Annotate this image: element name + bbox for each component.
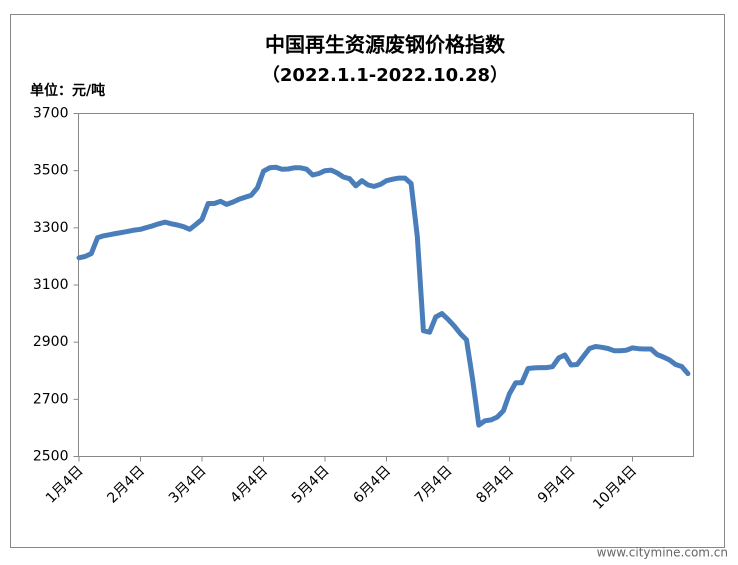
y-tick-label: 2900 — [33, 334, 69, 350]
y-axis-label: 单位：元/吨 — [30, 82, 105, 99]
chart-subtitle: （2022.1.1-2022.10.28） — [262, 65, 508, 86]
y-tick-label: 3700 — [33, 106, 69, 122]
watermark: www.citymine.com.cn — [597, 546, 728, 560]
y-tick-label: 3100 — [33, 277, 69, 293]
y-tick-label: 3500 — [33, 163, 69, 179]
y-tick-label: 2500 — [33, 449, 69, 465]
chart-border — [10, 14, 725, 548]
y-tick-label: 2700 — [33, 391, 69, 407]
chart-title: 中国再生资源废钢价格指数 — [265, 33, 506, 57]
data-line — [76, 164, 691, 428]
y-tick-label: 3300 — [33, 220, 69, 236]
